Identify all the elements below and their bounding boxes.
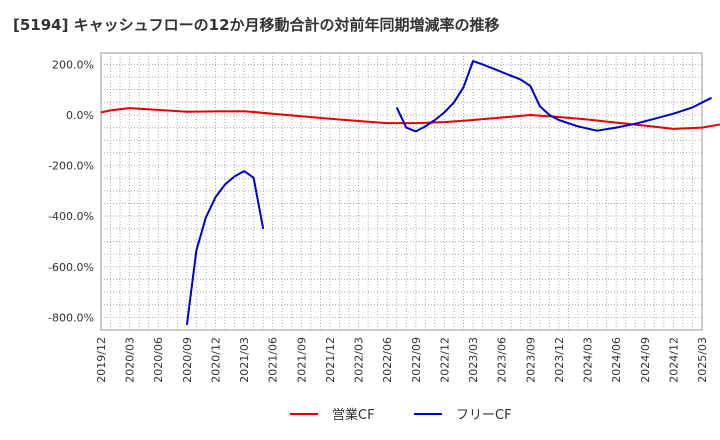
x-axis-ticks: 2019/12 2020/03 2020/06 2020/09 2020/12 2021/…	[95, 337, 709, 383]
x-tick-label: 2023/09	[524, 337, 537, 383]
series-line-free-cf	[185, 170, 265, 326]
x-tick-label: 2020/12	[209, 337, 222, 383]
x-tick-label: 2024/09	[639, 337, 652, 383]
x-tick-label: 2024/06	[610, 337, 623, 383]
y-tick-label: -800.0%	[48, 311, 94, 324]
y-tick-label: 200.0%	[52, 58, 94, 71]
y-tick-label: -200.0%	[48, 160, 94, 173]
x-tick-label: 2025/03	[696, 337, 709, 383]
y-tick-label: -400.0%	[48, 210, 94, 223]
plot-frame	[100, 52, 703, 331]
x-tick-label: 2020/09	[181, 337, 194, 383]
grid-lines	[101, 53, 702, 330]
x-tick-label: 2021/12	[324, 337, 337, 383]
series-line-free-cf	[395, 60, 712, 133]
x-tick-label: 2021/03	[238, 337, 251, 383]
x-tick-label: 2022/12	[438, 337, 451, 383]
x-tick-label: 2022/03	[353, 337, 366, 383]
x-tick-label: 2019/12	[95, 337, 108, 383]
legend-label-eigyo-cf: 営業CF	[332, 407, 375, 423]
legend-label-free-cf: フリーCF	[456, 408, 512, 423]
y-tick-label: -600.0%	[48, 261, 94, 274]
x-tick-label: 2020/03	[124, 337, 137, 383]
y-tick-label: 0.0%	[66, 109, 94, 122]
series-lines	[100, 60, 720, 326]
x-tick-label: 2024/12	[667, 337, 680, 383]
x-tick-label: 2023/06	[496, 337, 509, 383]
x-tick-label: 2021/06	[267, 337, 280, 383]
x-tick-label: 2023/03	[467, 337, 480, 383]
chart-title: [5194] キャッシュフローの12か月移動合計の対前年同期増減率の推移	[13, 16, 500, 34]
x-tick-label: 2024/03	[582, 337, 595, 383]
x-tick-label: 2023/12	[553, 337, 566, 383]
x-tick-label: 2022/06	[381, 337, 394, 383]
x-tick-label: 2021/09	[295, 337, 308, 383]
y-axis-ticks: 200.0% 0.0% -200.0% -400.0% -600.0% -800.0%	[48, 58, 94, 324]
x-tick-label: 2020/06	[152, 337, 165, 383]
legend: 営業CF フリーCF	[290, 407, 512, 423]
x-tick-label: 2022/09	[410, 337, 423, 383]
